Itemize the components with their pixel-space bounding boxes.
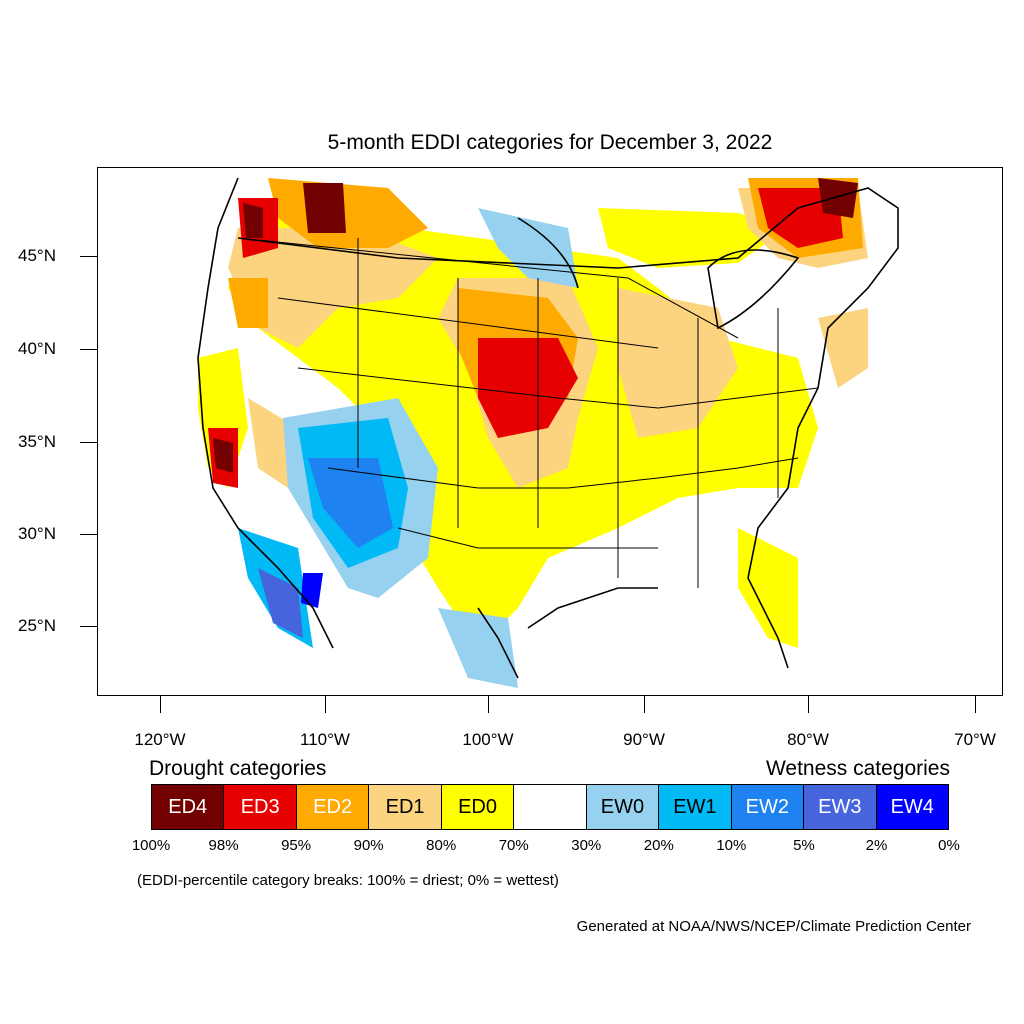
percentile-label: 20% (643, 837, 674, 854)
percentile-label: 100% (131, 837, 171, 854)
legend-box-ed4: ED4 (152, 785, 225, 829)
lon-label-80: 80°W (787, 730, 829, 749)
legend-box-ew3: EW3 (804, 785, 877, 829)
lat-tick (80, 442, 97, 443)
percentile-label: 0% (938, 837, 960, 854)
lat-label-35: 35°N (18, 432, 56, 451)
legend-box-ew1: EW1 (659, 785, 732, 829)
category-footnote: (EDDI-percentile category breaks: 100% =… (137, 872, 559, 889)
legend-color-bar: ED4 ED3 ED2 ED1 ED0 EW0 EW1 EW2 EW3 EW4 (151, 784, 949, 830)
legend-box-ed3: ED3 (224, 785, 297, 829)
map-panel (97, 167, 1003, 696)
legend-box-ew4: EW4 (876, 785, 948, 829)
legend-box-ew2: EW2 (731, 785, 805, 829)
percentile-label: 98% (208, 837, 239, 854)
lon-tick (975, 696, 976, 713)
lon-label-120: 120°W (134, 730, 186, 749)
percentile-label: 30% (571, 837, 602, 854)
lat-label-45: 45°N (18, 246, 56, 265)
category-patches (198, 178, 868, 688)
legend-box-ew0: EW0 (586, 785, 660, 829)
lon-label-110: 110°W (300, 730, 350, 749)
lon-tick (808, 696, 809, 713)
legend-box-neutral (514, 785, 587, 829)
lat-tick (80, 349, 97, 350)
percentile-label: 70% (498, 837, 529, 854)
percentile-label: 80% (426, 837, 457, 854)
percentile-label: 5% (793, 837, 815, 854)
coastlines (197, 177, 899, 679)
drought-heading: Drought categories (149, 757, 327, 780)
credit-line: Generated at NOAA/NWS/NCEP/Climate Predi… (576, 918, 971, 935)
lon-label-70: 70°W (954, 730, 996, 749)
lon-tick (160, 696, 161, 713)
lat-tick (80, 626, 97, 627)
map-title: 5-month EDDI categories for December 3, … (327, 131, 773, 154)
wetness-heading: Wetness categories (765, 757, 950, 780)
percentile-label: 95% (281, 837, 312, 854)
state-boundaries (237, 237, 819, 588)
legend-box-ed0: ED0 (441, 785, 515, 829)
lat-tick (80, 534, 97, 535)
percentile-label: 10% (716, 837, 747, 854)
legend-box-ed1: ED1 (369, 785, 442, 829)
eddi-map (188, 177, 899, 688)
lat-label-40: 40°N (18, 339, 56, 358)
lon-label-90: 90°W (623, 730, 665, 749)
legend-box-ed2: ED2 (296, 785, 370, 829)
lon-tick (325, 696, 326, 713)
percentile-label: 2% (865, 837, 888, 854)
lat-label-25: 25°N (18, 616, 56, 635)
percentile-label: 90% (353, 837, 384, 854)
lon-label-100: 100°W (462, 730, 514, 749)
lat-label-30: 30°N (18, 524, 56, 543)
lon-tick (644, 696, 645, 713)
lon-tick (488, 696, 489, 713)
lat-tick (80, 256, 97, 257)
